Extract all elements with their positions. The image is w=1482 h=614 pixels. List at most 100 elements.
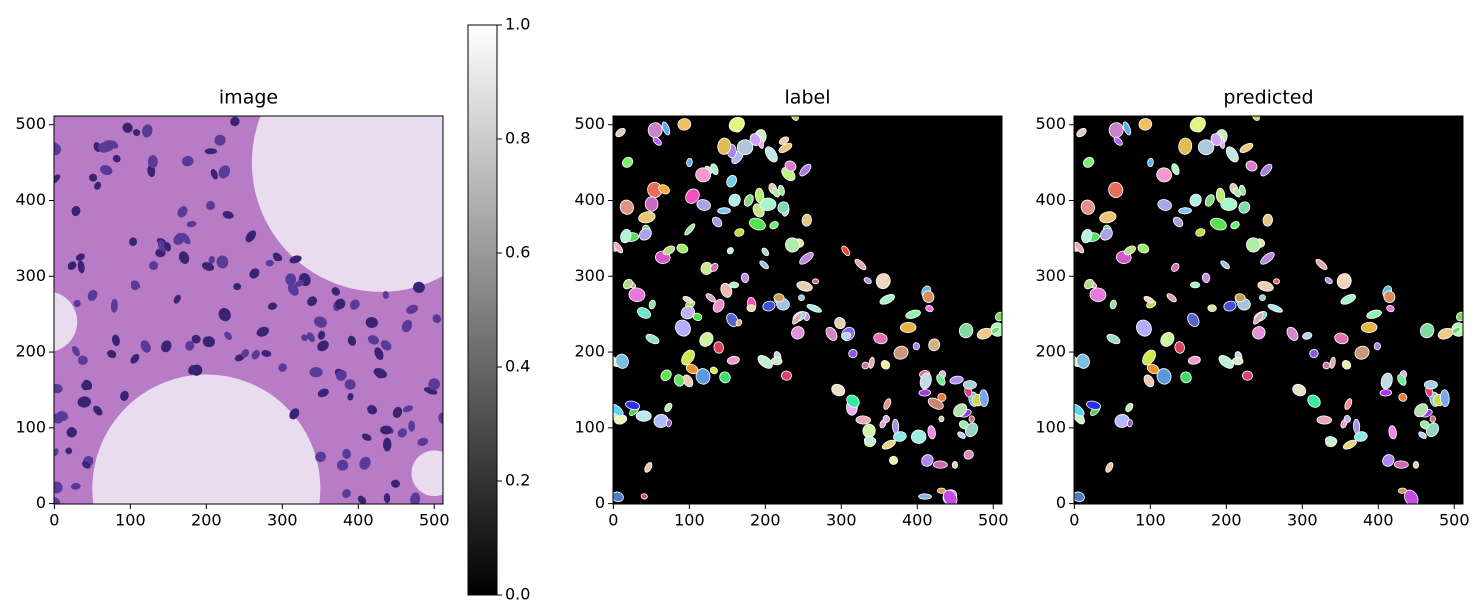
- segment: [1125, 402, 1134, 413]
- axes: image 0 100 200 300 400 500 0 100 200 300 400 500: [15, 87, 449, 530]
- y-tick-label: 200: [1035, 342, 1066, 361]
- segment: [792, 312, 803, 325]
- segment: [918, 493, 932, 500]
- nucleus: [401, 319, 413, 333]
- x-tick-label: 300: [826, 511, 857, 530]
- nucleus: [222, 210, 234, 219]
- segment: [648, 299, 656, 310]
- segment: [743, 194, 754, 207]
- nucleus: [142, 124, 153, 138]
- segment: [719, 371, 731, 384]
- nucleus: [206, 200, 215, 211]
- segment: [1262, 213, 1273, 227]
- segment: [1180, 371, 1192, 384]
- segment: [928, 338, 941, 352]
- segment: [1404, 489, 1419, 504]
- nucleus: [397, 428, 407, 438]
- segment: [639, 227, 652, 241]
- segment: [770, 356, 783, 366]
- segment: [1230, 221, 1240, 230]
- nucleus: [392, 406, 403, 418]
- nucleus: [214, 134, 226, 146]
- segment: [1080, 199, 1095, 215]
- y-tick-label: 100: [1035, 417, 1066, 436]
- segment: [862, 423, 876, 439]
- nucleus: [367, 405, 378, 415]
- segment: [1147, 157, 1154, 168]
- nucleus: [54, 143, 62, 156]
- nucleus: [265, 259, 274, 267]
- segment: [936, 374, 946, 386]
- segment: [757, 354, 773, 369]
- segment: [791, 116, 799, 121]
- nucleus: [129, 237, 138, 247]
- nucleus: [335, 369, 347, 381]
- segment: [825, 326, 838, 341]
- segment: [1322, 361, 1331, 370]
- segment: [1086, 400, 1101, 410]
- segment: [801, 213, 812, 227]
- segment: [1195, 228, 1206, 237]
- segment: [749, 133, 761, 146]
- nucleus: [218, 165, 231, 179]
- segment: [1108, 181, 1124, 198]
- segment: [1160, 332, 1175, 347]
- axes: predicted 0 100 200 300 400 500 0 100 200 300 400 50…: [1035, 87, 1469, 530]
- segment: [1238, 201, 1251, 214]
- nucleus: [224, 331, 232, 340]
- segment: [726, 174, 738, 188]
- nucleus: [71, 205, 81, 217]
- nucleus: [70, 483, 81, 490]
- axes-frame: [1073, 115, 1464, 505]
- segment: [675, 319, 691, 337]
- segment: [1383, 290, 1396, 304]
- segment: [1187, 312, 1200, 327]
- segment: [1099, 211, 1117, 224]
- y-tick-label: 300: [574, 266, 605, 285]
- segment: [978, 389, 989, 408]
- segment: [912, 342, 920, 351]
- segment: [919, 372, 932, 390]
- gland: [411, 450, 443, 497]
- segment: [1336, 273, 1352, 290]
- segment: [1373, 342, 1381, 351]
- segment: [806, 303, 822, 313]
- segment: [1076, 127, 1087, 138]
- nucleus: [289, 255, 302, 264]
- segment: [1189, 193, 1202, 207]
- nucleus: [72, 345, 80, 357]
- segment: [1334, 332, 1349, 345]
- y-tick-label: 500: [1035, 114, 1066, 133]
- segment: [976, 327, 993, 340]
- nucleus: [294, 280, 304, 287]
- nucleus: [73, 299, 81, 307]
- segment: [685, 363, 699, 375]
- y-tick-label: 100: [574, 417, 605, 436]
- nucleus: [301, 334, 308, 342]
- colorbar-tick-label: 0.0: [505, 585, 530, 604]
- segment: [964, 422, 979, 438]
- segment: [1113, 136, 1123, 146]
- nucleus: [218, 307, 231, 322]
- segment: [1366, 309, 1382, 319]
- segment: [1245, 160, 1258, 172]
- nucleus: [336, 459, 349, 471]
- segment: [1215, 187, 1226, 204]
- segment: [784, 160, 797, 172]
- segment: [1218, 354, 1234, 369]
- segment: [1201, 272, 1211, 283]
- segment: [798, 294, 805, 301]
- y-tick-label: 500: [15, 114, 46, 133]
- segment: [637, 307, 651, 319]
- segment: [1220, 260, 1230, 270]
- segment: [1178, 207, 1192, 215]
- image: [1074, 116, 1463, 504]
- segment: [910, 429, 927, 444]
- x-tick-label: 500: [1439, 511, 1470, 530]
- segment: [1397, 374, 1407, 386]
- segment: [1239, 142, 1254, 153]
- segment: [893, 431, 907, 442]
- segment: [658, 184, 670, 195]
- segment: [1074, 491, 1085, 503]
